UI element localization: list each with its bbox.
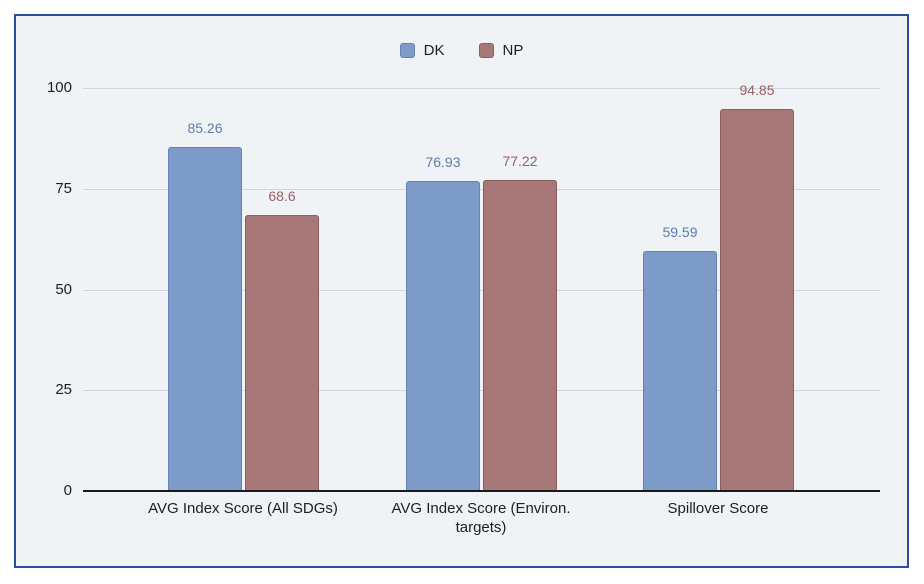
bar-np-2[interactable] (720, 109, 794, 491)
legend: DK NP (14, 42, 909, 59)
bar-dk-1[interactable] (406, 181, 480, 491)
y-tick-label: 25 (55, 381, 72, 398)
category-label-0: AVG Index Score (All SDGs) (148, 500, 338, 517)
bar-np-1[interactable] (483, 180, 557, 491)
category-label-1: AVG Index Score (Environ. targets) (391, 500, 571, 536)
bar-value-label: 68.6 (268, 188, 296, 204)
bar-value-label: 94.85 (739, 82, 775, 98)
gridline (83, 88, 880, 89)
legend-label: DK (423, 42, 445, 59)
bar-dk-0[interactable] (168, 147, 242, 491)
legend-swatch-dk (399, 43, 415, 58)
gridline (83, 290, 880, 291)
category-label-2: Spillover Score (667, 500, 769, 517)
bar-value-label: 76.93 (425, 154, 461, 170)
gridline (83, 189, 880, 190)
bar-np-0[interactable] (245, 215, 319, 491)
y-tick-label: 50 (55, 281, 72, 298)
legend-swatch-np (478, 43, 494, 58)
legend-item-dk[interactable]: DK (399, 42, 445, 59)
bar-value-label: 59.59 (662, 224, 698, 240)
y-tick-label: 0 (63, 482, 72, 499)
bar-value-label: 85.26 (187, 120, 223, 136)
legend-item-np[interactable]: NP (478, 42, 524, 59)
legend-label: NP (502, 42, 524, 59)
bar-value-label: 77.22 (502, 153, 538, 169)
bar-dk-2[interactable] (643, 251, 717, 491)
x-axis-line (83, 490, 880, 492)
y-tick-label: 100 (46, 79, 72, 96)
gridline (83, 390, 880, 391)
y-tick-label: 75 (55, 180, 72, 197)
